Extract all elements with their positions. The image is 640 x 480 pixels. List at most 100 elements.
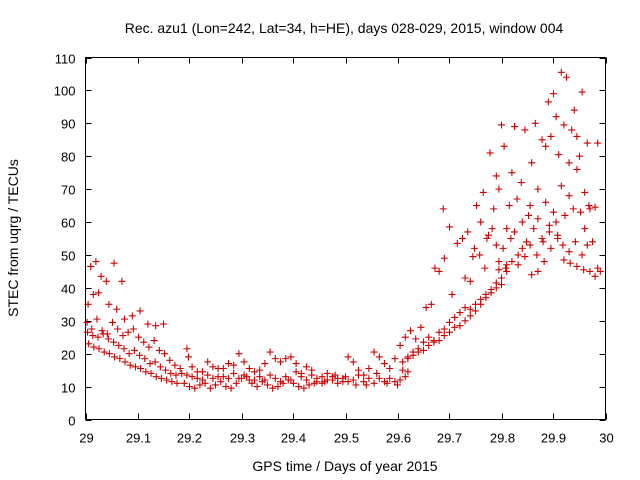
data-point — [581, 188, 589, 196]
data-point — [459, 235, 466, 242]
data-point — [514, 261, 522, 269]
data-point — [586, 267, 594, 275]
x-tick-label: 29.4 — [281, 431, 306, 446]
data-point — [313, 378, 321, 386]
data-point — [282, 373, 290, 381]
data-point — [89, 290, 97, 298]
data-point — [533, 251, 541, 259]
data-point — [503, 261, 511, 269]
data-point — [581, 225, 589, 233]
data-point — [323, 369, 331, 377]
data-point — [577, 208, 585, 216]
data-point — [297, 373, 305, 381]
data-point — [217, 378, 225, 386]
data-point — [256, 373, 264, 381]
data-point — [542, 142, 550, 150]
y-tick-label: 50 — [61, 249, 75, 264]
data-point — [230, 369, 238, 377]
data-point — [166, 356, 174, 364]
data-point — [550, 208, 557, 216]
data-point — [318, 373, 326, 381]
data-point — [110, 338, 118, 346]
data-point — [119, 332, 127, 340]
y-tick-label: 20 — [61, 348, 75, 363]
data-point — [404, 368, 412, 376]
data-point — [98, 327, 106, 335]
data-point — [580, 266, 588, 274]
data-point — [124, 328, 132, 336]
data-point — [425, 333, 433, 341]
data-point — [140, 338, 148, 346]
data-point — [271, 374, 279, 382]
data-point — [492, 284, 500, 292]
data-point — [498, 281, 505, 289]
data-point — [545, 221, 553, 229]
data-point — [585, 202, 593, 210]
data-point — [381, 360, 388, 368]
data-point — [573, 262, 581, 270]
data-point — [191, 384, 199, 392]
data-point — [503, 267, 511, 275]
data-point — [466, 305, 474, 313]
data-point — [136, 351, 144, 359]
data-point — [204, 358, 212, 366]
data-point — [414, 348, 422, 356]
data-point — [538, 235, 546, 242]
data-point — [477, 218, 485, 226]
data-point — [451, 313, 459, 321]
data-point — [83, 318, 91, 326]
data-point — [464, 228, 472, 236]
data-point — [404, 355, 412, 363]
data-point — [586, 205, 594, 213]
data-point — [232, 379, 240, 387]
data-point — [305, 381, 313, 389]
data-point — [251, 368, 258, 376]
data-point — [554, 235, 562, 242]
data-point — [331, 371, 339, 379]
data-point — [451, 323, 459, 331]
data-point — [292, 360, 300, 368]
data-point — [526, 241, 534, 249]
data-point — [225, 360, 232, 368]
data-point — [342, 373, 349, 381]
y-tick-label: 90 — [61, 117, 75, 132]
data-point — [448, 290, 456, 298]
data-point — [578, 251, 586, 259]
data-point — [453, 239, 461, 247]
data-point — [505, 202, 513, 210]
data-point — [196, 381, 204, 389]
data-point — [591, 203, 599, 211]
data-point — [583, 139, 591, 147]
data-point — [295, 383, 303, 391]
data-point — [544, 98, 552, 106]
data-point — [235, 350, 243, 358]
data-point — [99, 330, 107, 338]
data-point — [144, 320, 152, 328]
y-tick-label: 40 — [61, 282, 75, 297]
data-point — [184, 353, 192, 361]
data-point — [109, 318, 117, 326]
data-point — [95, 345, 103, 353]
data-point — [547, 244, 555, 252]
data-point — [430, 338, 438, 346]
data-point — [261, 360, 269, 368]
data-point — [407, 327, 414, 335]
y-tick-label: 30 — [61, 315, 75, 330]
data-point — [461, 274, 469, 282]
data-point — [503, 225, 511, 233]
data-point — [511, 228, 518, 236]
data-point — [163, 376, 171, 384]
data-point — [266, 371, 274, 379]
data-point — [420, 346, 427, 354]
x-tick-label: 29.7 — [437, 431, 462, 446]
data-point — [396, 376, 404, 384]
data-point — [230, 361, 238, 369]
data-point — [557, 182, 565, 190]
x-tick-label: 29.3 — [230, 431, 255, 446]
data-point — [370, 348, 378, 356]
data-point — [550, 90, 557, 98]
data-point — [542, 198, 550, 206]
data-point — [420, 338, 427, 346]
data-point — [171, 361, 179, 369]
data-point — [222, 383, 230, 391]
